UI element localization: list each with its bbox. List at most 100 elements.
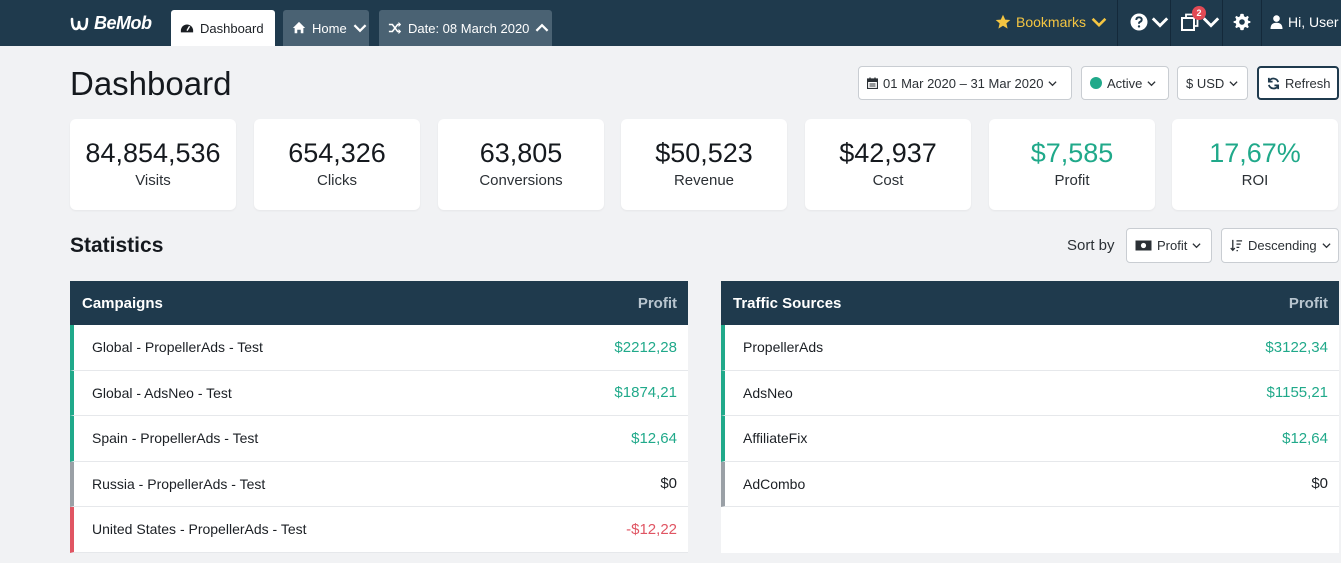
- bemob-logo-icon: [70, 17, 89, 30]
- traffic-sources-column-header: Traffic Sources: [733, 294, 842, 312]
- date-range-label: 01 Mar 2020 – 31 Mar 2020: [883, 75, 1044, 91]
- stat-card-visits: 84,854,536 Visits: [70, 119, 236, 210]
- separator: [1261, 0, 1262, 46]
- traffic-source-profit: $12,64: [1282, 429, 1328, 447]
- table-row[interactable]: Global - PropellerAds - Test $2212,28: [70, 325, 688, 371]
- sort-order-label: Descending: [1248, 238, 1317, 253]
- star-icon: [995, 14, 1011, 29]
- page-title: Dashboard: [70, 65, 232, 102]
- stat-label: ROI: [1241, 172, 1269, 189]
- sort-field-selector[interactable]: Profit: [1126, 228, 1212, 263]
- sort-by-label: Sort by: [1067, 237, 1115, 254]
- bookmarks-menu[interactable]: Bookmarks: [995, 14, 1107, 30]
- chevron-down-icon: [1322, 243, 1331, 249]
- stat-label: Visits: [135, 172, 171, 189]
- stat-card-conversions: 63,805 Conversions: [438, 119, 604, 210]
- campaign-name: Global - PropellerAds - Test: [92, 339, 263, 356]
- table-row[interactable]: AdCombo $0: [721, 461, 1339, 507]
- currency-selector[interactable]: $ USD: [1177, 66, 1248, 100]
- home-icon: [292, 21, 306, 34]
- campaign-profit: $2212,28: [614, 338, 677, 356]
- stat-label: Cost: [872, 172, 904, 189]
- chevron-down-icon: [1091, 17, 1107, 28]
- status-dot-icon: [1090, 77, 1102, 89]
- chevron-down-icon: [1192, 243, 1201, 249]
- table-row[interactable]: Spain - PropellerAds - Test $12,64: [70, 416, 688, 462]
- stat-value: 63,805: [479, 138, 563, 168]
- traffic-source-name: AdsNeo: [743, 384, 793, 401]
- stat-value: $50,523: [655, 138, 753, 168]
- refresh-label: Refresh: [1285, 75, 1331, 91]
- chevron-down-icon: [1229, 80, 1238, 86]
- traffic-sources-table: Traffic Sources Profit PropellerAds $312…: [721, 281, 1339, 553]
- table-row[interactable]: United States - PropellerAds - Test -$12…: [70, 507, 688, 553]
- traffic-source-name: AffiliateFix: [743, 430, 808, 447]
- traffic-source-profit: $1155,21: [1266, 384, 1328, 402]
- tab-home[interactable]: Home: [283, 10, 369, 46]
- chevron-down-icon: [1151, 17, 1169, 28]
- chevron-down-icon: [1147, 80, 1156, 86]
- stat-card-clicks: 654,326 Clicks: [254, 119, 420, 210]
- logo-text: BeMob: [94, 13, 152, 33]
- logo[interactable]: BeMob: [70, 13, 152, 34]
- table-row[interactable]: Russia - PropellerAds - Test $0: [70, 461, 688, 507]
- sort-amount-down-icon: [1230, 239, 1243, 252]
- campaign-profit: $1874,21: [614, 384, 677, 402]
- shuffle-icon: [388, 21, 402, 35]
- status-label: Active: [1107, 75, 1143, 91]
- tab-home-label: Home: [312, 20, 347, 36]
- campaign-profit: $12,64: [631, 429, 677, 447]
- stat-label: Profit: [1054, 172, 1090, 189]
- separator: [1222, 0, 1223, 46]
- stat-card-roi: 17,67% ROI: [1172, 119, 1338, 210]
- currency-label: $ USD: [1186, 75, 1225, 91]
- campaigns-table: Campaigns Profit Global - PropellerAds -…: [70, 281, 688, 553]
- user-label: Hi, User: [1288, 14, 1339, 30]
- campaign-name: United States - PropellerAds - Test: [92, 521, 307, 538]
- help-menu[interactable]: [1130, 13, 1169, 31]
- table-row[interactable]: PropellerAds $3122,34: [721, 325, 1339, 371]
- calendar-icon: [867, 77, 878, 89]
- chevron-down-icon: [1202, 17, 1220, 28]
- profit-column-header: Profit: [1288, 294, 1328, 312]
- user-menu[interactable]: Hi, User: [1270, 14, 1339, 30]
- tab-date[interactable]: Date: 08 March 2020: [379, 10, 552, 46]
- separator: [1170, 0, 1171, 46]
- table-row[interactable]: AffiliateFix $12,64: [721, 416, 1339, 462]
- refresh-button[interactable]: Refresh: [1257, 66, 1339, 100]
- dashboard-icon: [180, 24, 194, 33]
- gear-icon: [1233, 13, 1251, 31]
- table-row[interactable]: Global - AdsNeo - Test $1874,21: [70, 370, 688, 416]
- tab-date-label: Date: 08 March 2020: [408, 20, 530, 36]
- traffic-sources-table-header: Traffic Sources Profit: [721, 281, 1339, 325]
- sort-order-selector[interactable]: Descending: [1221, 228, 1339, 263]
- table-row[interactable]: AdsNeo $1155,21: [721, 370, 1339, 416]
- top-navbar: BeMob Dashboard Home Date: 08 March 2020…: [0, 0, 1341, 46]
- stat-value: 17,67%: [1209, 138, 1301, 168]
- chevron-down-icon: [353, 24, 367, 33]
- status-filter[interactable]: Active: [1081, 66, 1169, 100]
- tab-dashboard[interactable]: Dashboard: [171, 10, 275, 46]
- settings-button[interactable]: [1233, 13, 1251, 31]
- date-range-picker[interactable]: 01 Mar 2020 – 31 Mar 2020: [858, 66, 1072, 100]
- stat-card-revenue: $50,523 Revenue: [621, 119, 787, 210]
- user-icon: [1270, 15, 1283, 29]
- stat-value: 84,854,536: [85, 138, 221, 168]
- stat-value: $7,585: [1030, 138, 1114, 168]
- campaign-profit: $0: [660, 475, 677, 493]
- profit-column-header: Profit: [637, 294, 677, 312]
- chevron-up-icon: [536, 23, 549, 32]
- stat-card-cost: $42,937 Cost: [805, 119, 971, 210]
- separator: [1117, 0, 1118, 46]
- campaign-name: Spain - PropellerAds - Test: [92, 430, 259, 447]
- campaign-profit: -$12,22: [626, 520, 677, 538]
- sort-field-label: Profit: [1157, 238, 1188, 253]
- campaign-name: Global - AdsNeo - Test: [92, 384, 232, 401]
- traffic-source-profit: $0: [1311, 475, 1328, 493]
- traffic-source-name: PropellerAds: [743, 339, 824, 356]
- stat-label: Revenue: [673, 172, 735, 189]
- campaigns-table-header: Campaigns Profit: [70, 281, 688, 325]
- refresh-icon: [1267, 77, 1280, 89]
- stat-label: Conversions: [479, 172, 563, 189]
- chevron-down-icon: [1048, 80, 1058, 86]
